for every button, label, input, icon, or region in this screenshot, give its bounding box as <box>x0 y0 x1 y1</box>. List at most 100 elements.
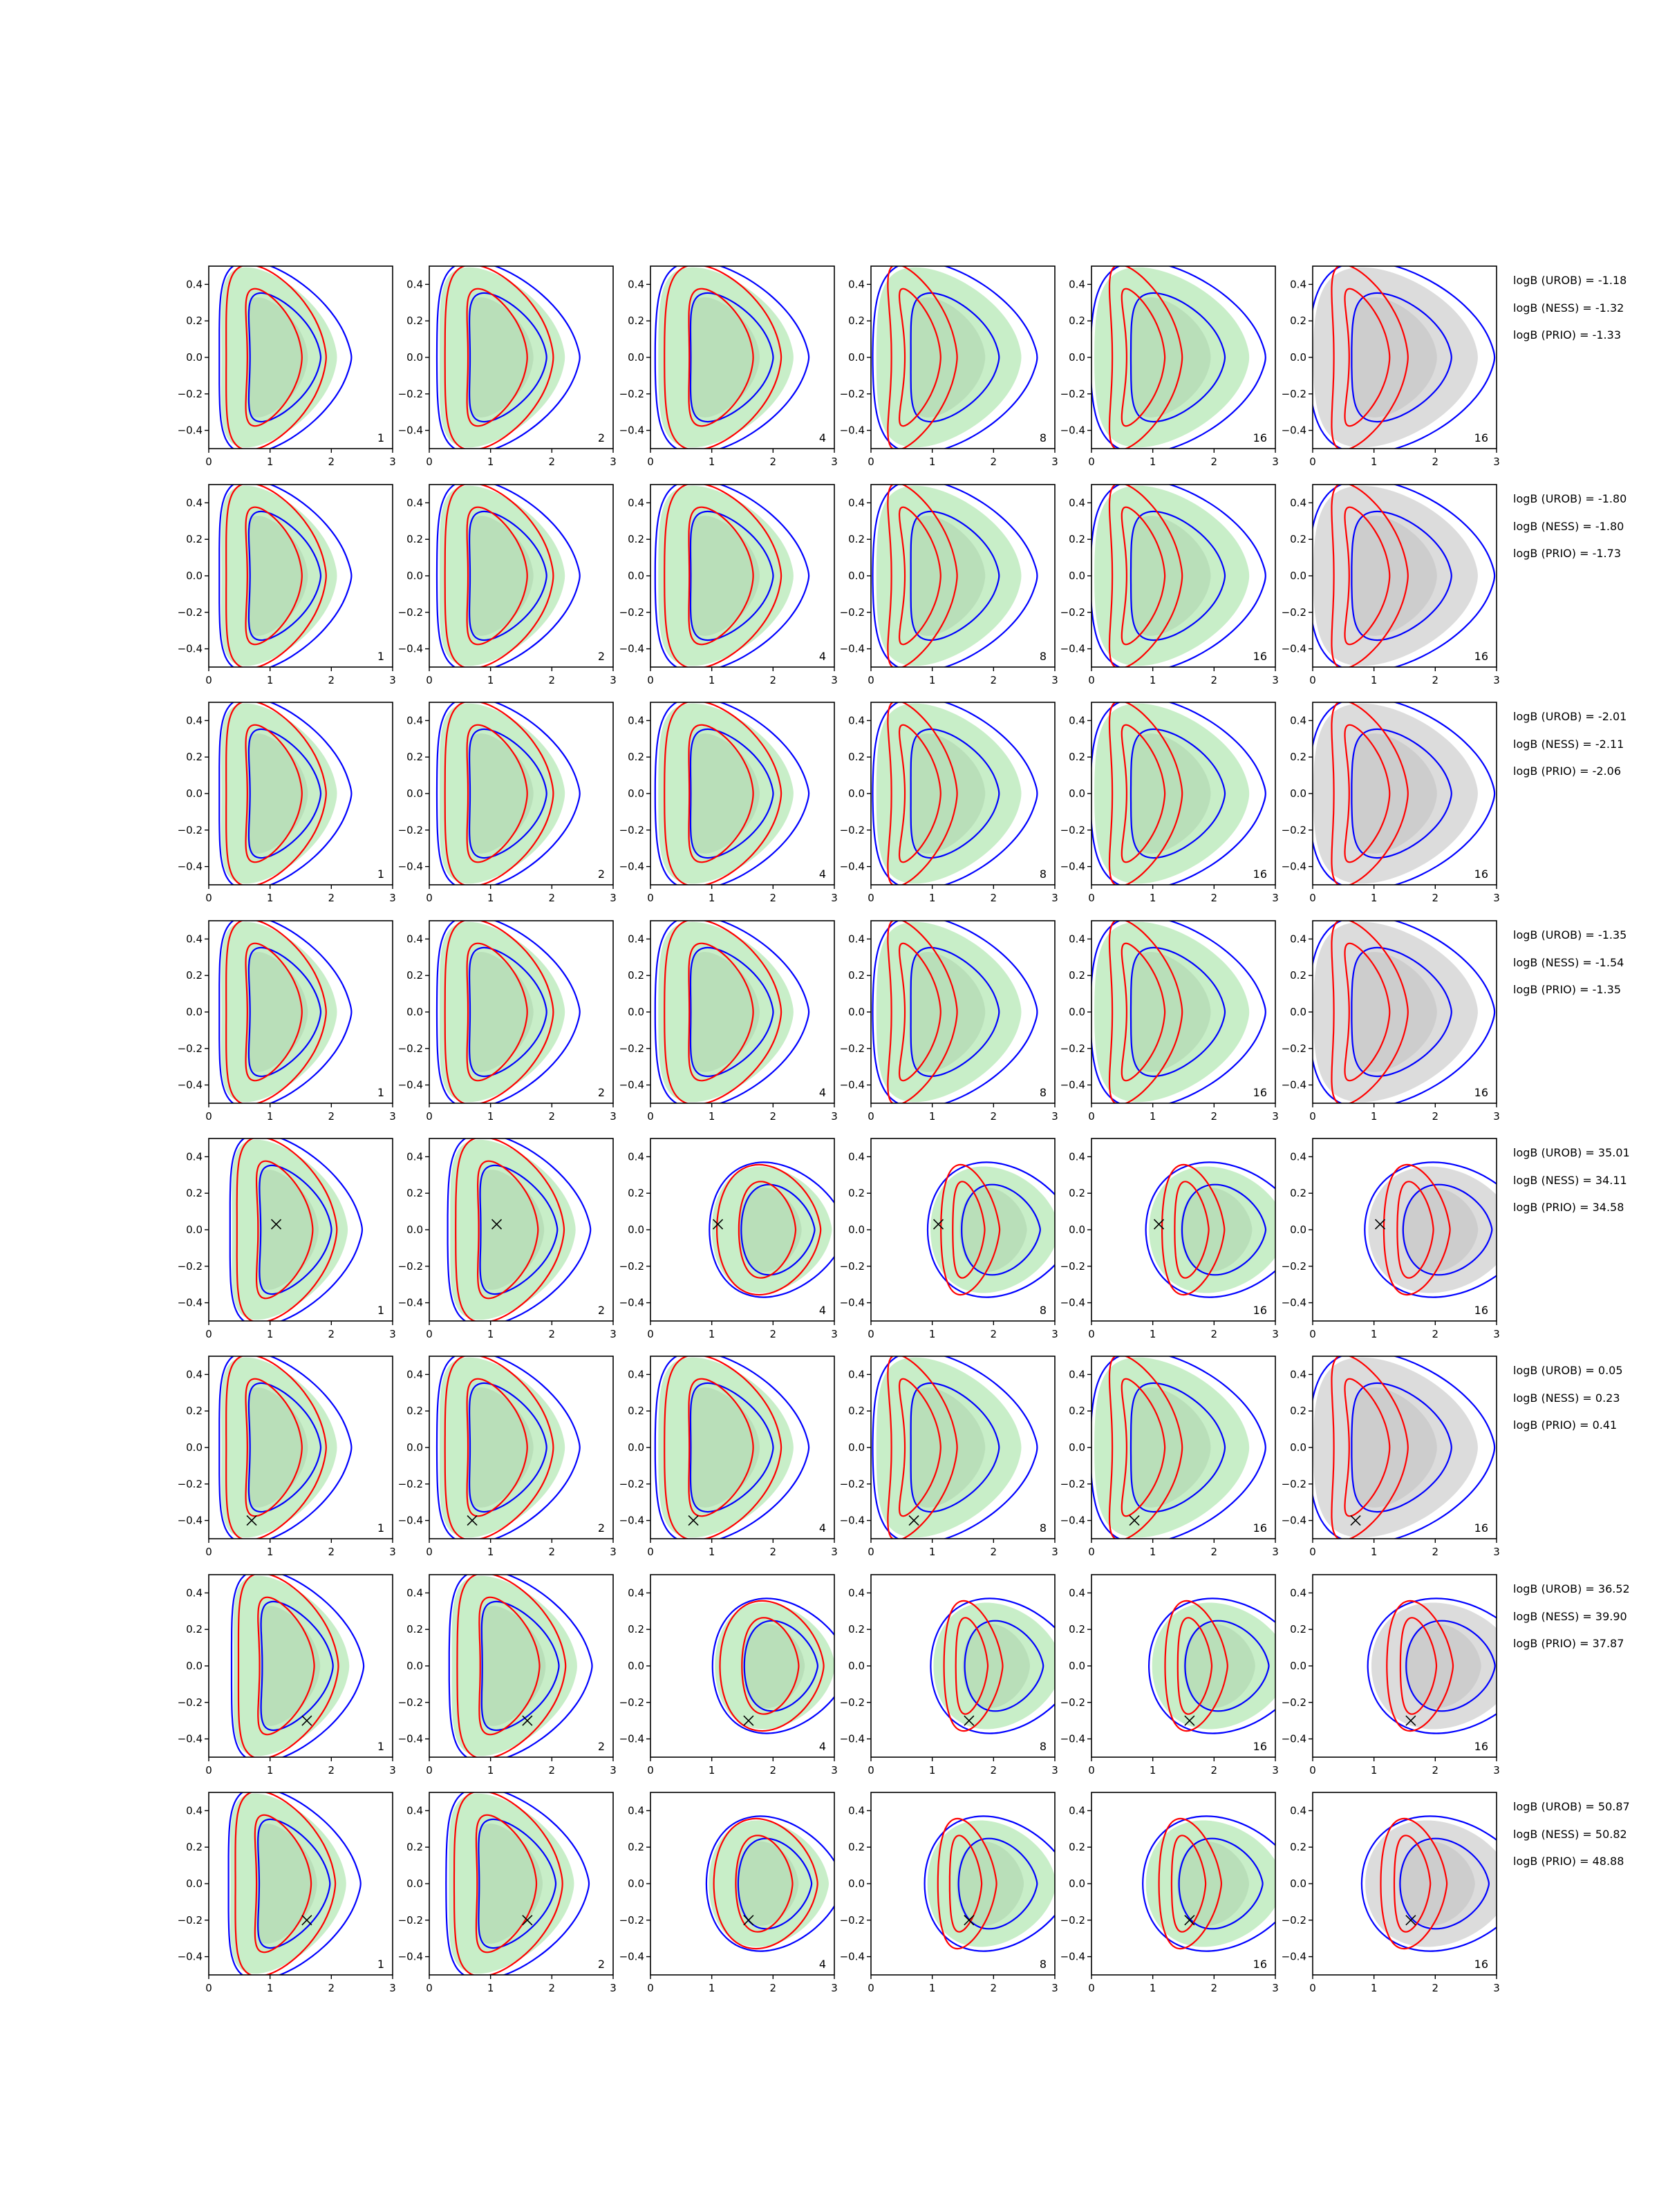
x-tick-label: 3 <box>1051 1546 1058 1558</box>
y-tick-label: −0.4 <box>1282 1297 1306 1309</box>
red-contour-outer <box>664 702 782 885</box>
blue-contour-inner <box>480 1600 560 1732</box>
y-tick-label: −0.4 <box>178 1079 203 1091</box>
blue-contour-outer <box>654 1356 810 1539</box>
density-fill-inner <box>246 516 308 636</box>
blue-contour-inner <box>260 1600 334 1732</box>
blue-contour-inner <box>247 510 322 641</box>
y-tick-label: −0.4 <box>398 1079 423 1091</box>
y-tick-label: 0.2 <box>186 1187 203 1199</box>
red-contour-inner <box>898 724 941 863</box>
blue-contour-outer <box>1091 702 1266 885</box>
y-tick-label: 0.4 <box>628 932 644 945</box>
blue-contour-inner <box>689 510 774 641</box>
red-contour-outer <box>1331 702 1409 885</box>
x-tick-label: 1 <box>267 456 274 468</box>
y-tick-label: −0.4 <box>178 424 203 437</box>
blue-contour-inner <box>961 1183 1041 1276</box>
x-tick-label: 1 <box>1371 1982 1378 1994</box>
red-contour-inner <box>1177 1617 1213 1715</box>
density-fill-inner <box>256 1824 317 1944</box>
y-tick-label: 0.4 <box>1290 1150 1306 1163</box>
blue-contour-inner <box>468 292 547 423</box>
density-fill-inner <box>909 516 986 636</box>
x-tick-label: 3 <box>1493 1982 1500 1994</box>
x-tick-label: 1 <box>487 1764 494 1777</box>
panel-r7-c3: 0 1 2 3 −0.4 −0.2 0.0 0.2 0.4 4 <box>619 1574 838 1777</box>
true-value-marker <box>964 1715 975 1726</box>
y-tick-label: −0.2 <box>1060 388 1085 400</box>
x-tick-label: 2 <box>328 1546 335 1558</box>
x-tick-label: 0 <box>205 456 212 468</box>
panel-r8-c3: 0 1 2 3 −0.4 −0.2 0.0 0.2 0.4 4 <box>619 1792 838 1994</box>
panel-size-label: 2 <box>598 1086 605 1099</box>
y-tick-label: −0.2 <box>178 1042 203 1055</box>
x-tick-label: 3 <box>610 1764 617 1777</box>
panel-size-label: 4 <box>819 431 826 444</box>
red-contour-outer <box>1380 1817 1448 1950</box>
red-contour-inner <box>741 1617 800 1715</box>
panel-size-label: 2 <box>598 650 605 663</box>
density-fill-inner <box>480 1606 546 1726</box>
logb-urob-label: logB (UROB) = 50.87 <box>1513 1800 1630 1813</box>
y-tick-label: −0.2 <box>840 1696 865 1709</box>
red-contour-inner <box>1344 506 1391 646</box>
density-fill-inner <box>1351 1387 1437 1508</box>
y-tick-label: −0.4 <box>178 1733 203 1745</box>
panel-r1-c6: 0 1 2 3 −0.4 −0.2 0.0 0.2 0.4 16 <box>1282 265 1500 468</box>
red-contour-outer <box>1382 1163 1451 1296</box>
density-fill-inner <box>476 1824 543 1944</box>
y-tick-label: 0.0 <box>848 1660 865 1672</box>
logb-prio-label: logB (PRIO) = -1.73 <box>1513 547 1621 560</box>
y-tick-label: −0.2 <box>619 1042 644 1055</box>
x-tick-label: 3 <box>1051 1110 1058 1123</box>
y-tick-label: −0.2 <box>840 1914 865 1927</box>
logb-urob-label: logB (UROB) = -1.18 <box>1513 274 1627 287</box>
y-tick-label: 0.0 <box>1069 1441 1085 1454</box>
logb-urob-label: logB (UROB) = -1.35 <box>1513 928 1627 941</box>
y-tick-label: −0.2 <box>840 824 865 836</box>
y-tick-label: 0.0 <box>406 1441 423 1454</box>
blue-contour-inner <box>468 946 547 1078</box>
y-tick-label: 0.4 <box>186 714 203 727</box>
x-tick-label: 0 <box>1309 1982 1316 1994</box>
y-tick-label: −0.4 <box>1282 1951 1306 1963</box>
y-tick-label: 0.4 <box>1069 714 1085 727</box>
x-tick-label: 2 <box>1432 1328 1439 1340</box>
x-tick-label: 1 <box>487 1110 494 1123</box>
x-tick-label: 3 <box>1272 1764 1279 1777</box>
y-tick-label: −0.4 <box>619 424 644 437</box>
panel-size-label: 16 <box>1474 1304 1488 1317</box>
y-tick-label: −0.4 <box>1282 1079 1306 1091</box>
red-contour-outer <box>225 485 327 667</box>
y-tick-label: 0.4 <box>186 932 203 945</box>
blue-contour-inner <box>910 510 1000 641</box>
blue-contour-outer <box>447 1138 592 1321</box>
y-tick-label: −0.4 <box>398 861 423 873</box>
panel-r4-c2: 0 1 2 3−0.4−0.20.00.20.42 <box>398 920 617 1123</box>
blue-contour-inner <box>689 1382 774 1513</box>
logb-annotations-row-3: logB (UROB) = -2.01 logB (NESS) = -2.11 lo… <box>1513 710 1627 778</box>
panel-size-label: 8 <box>1040 431 1047 444</box>
blue-contour-outer <box>924 1815 1055 1952</box>
true-value-marker <box>964 1915 975 1926</box>
x-tick-label: 1 <box>929 1546 936 1558</box>
red-contour-inner <box>688 942 754 1082</box>
x-tick-label: 1 <box>487 1982 494 1994</box>
y-tick-label: −0.2 <box>398 1042 423 1055</box>
red-contour-inner <box>245 724 303 863</box>
y-tick-label: 0.0 <box>1069 570 1085 582</box>
red-contour-outer <box>444 921 554 1103</box>
blue-contour-inner <box>247 292 322 423</box>
red-contour-outer <box>1108 1356 1183 1539</box>
y-tick-label: 0.2 <box>1069 533 1085 545</box>
y-tick-label: 0.4 <box>848 1586 865 1599</box>
y-tick-label: −0.2 <box>840 388 865 400</box>
panel-size-label: 16 <box>1253 1304 1267 1317</box>
x-tick-label: 1 <box>1371 456 1378 468</box>
panel-r1-c5: 0 1 2 3 −0.4 −0.2 0.0 0.2 0.4 16 <box>1060 265 1279 468</box>
x-tick-label: 3 <box>1272 1546 1279 1558</box>
x-tick-label: 3 <box>389 1110 396 1123</box>
logb-annotations-row-1: logB (UROB) = -1.18 logB (NESS) = -1.32 lo… <box>1513 274 1627 341</box>
x-tick-label: 1 <box>929 674 936 686</box>
